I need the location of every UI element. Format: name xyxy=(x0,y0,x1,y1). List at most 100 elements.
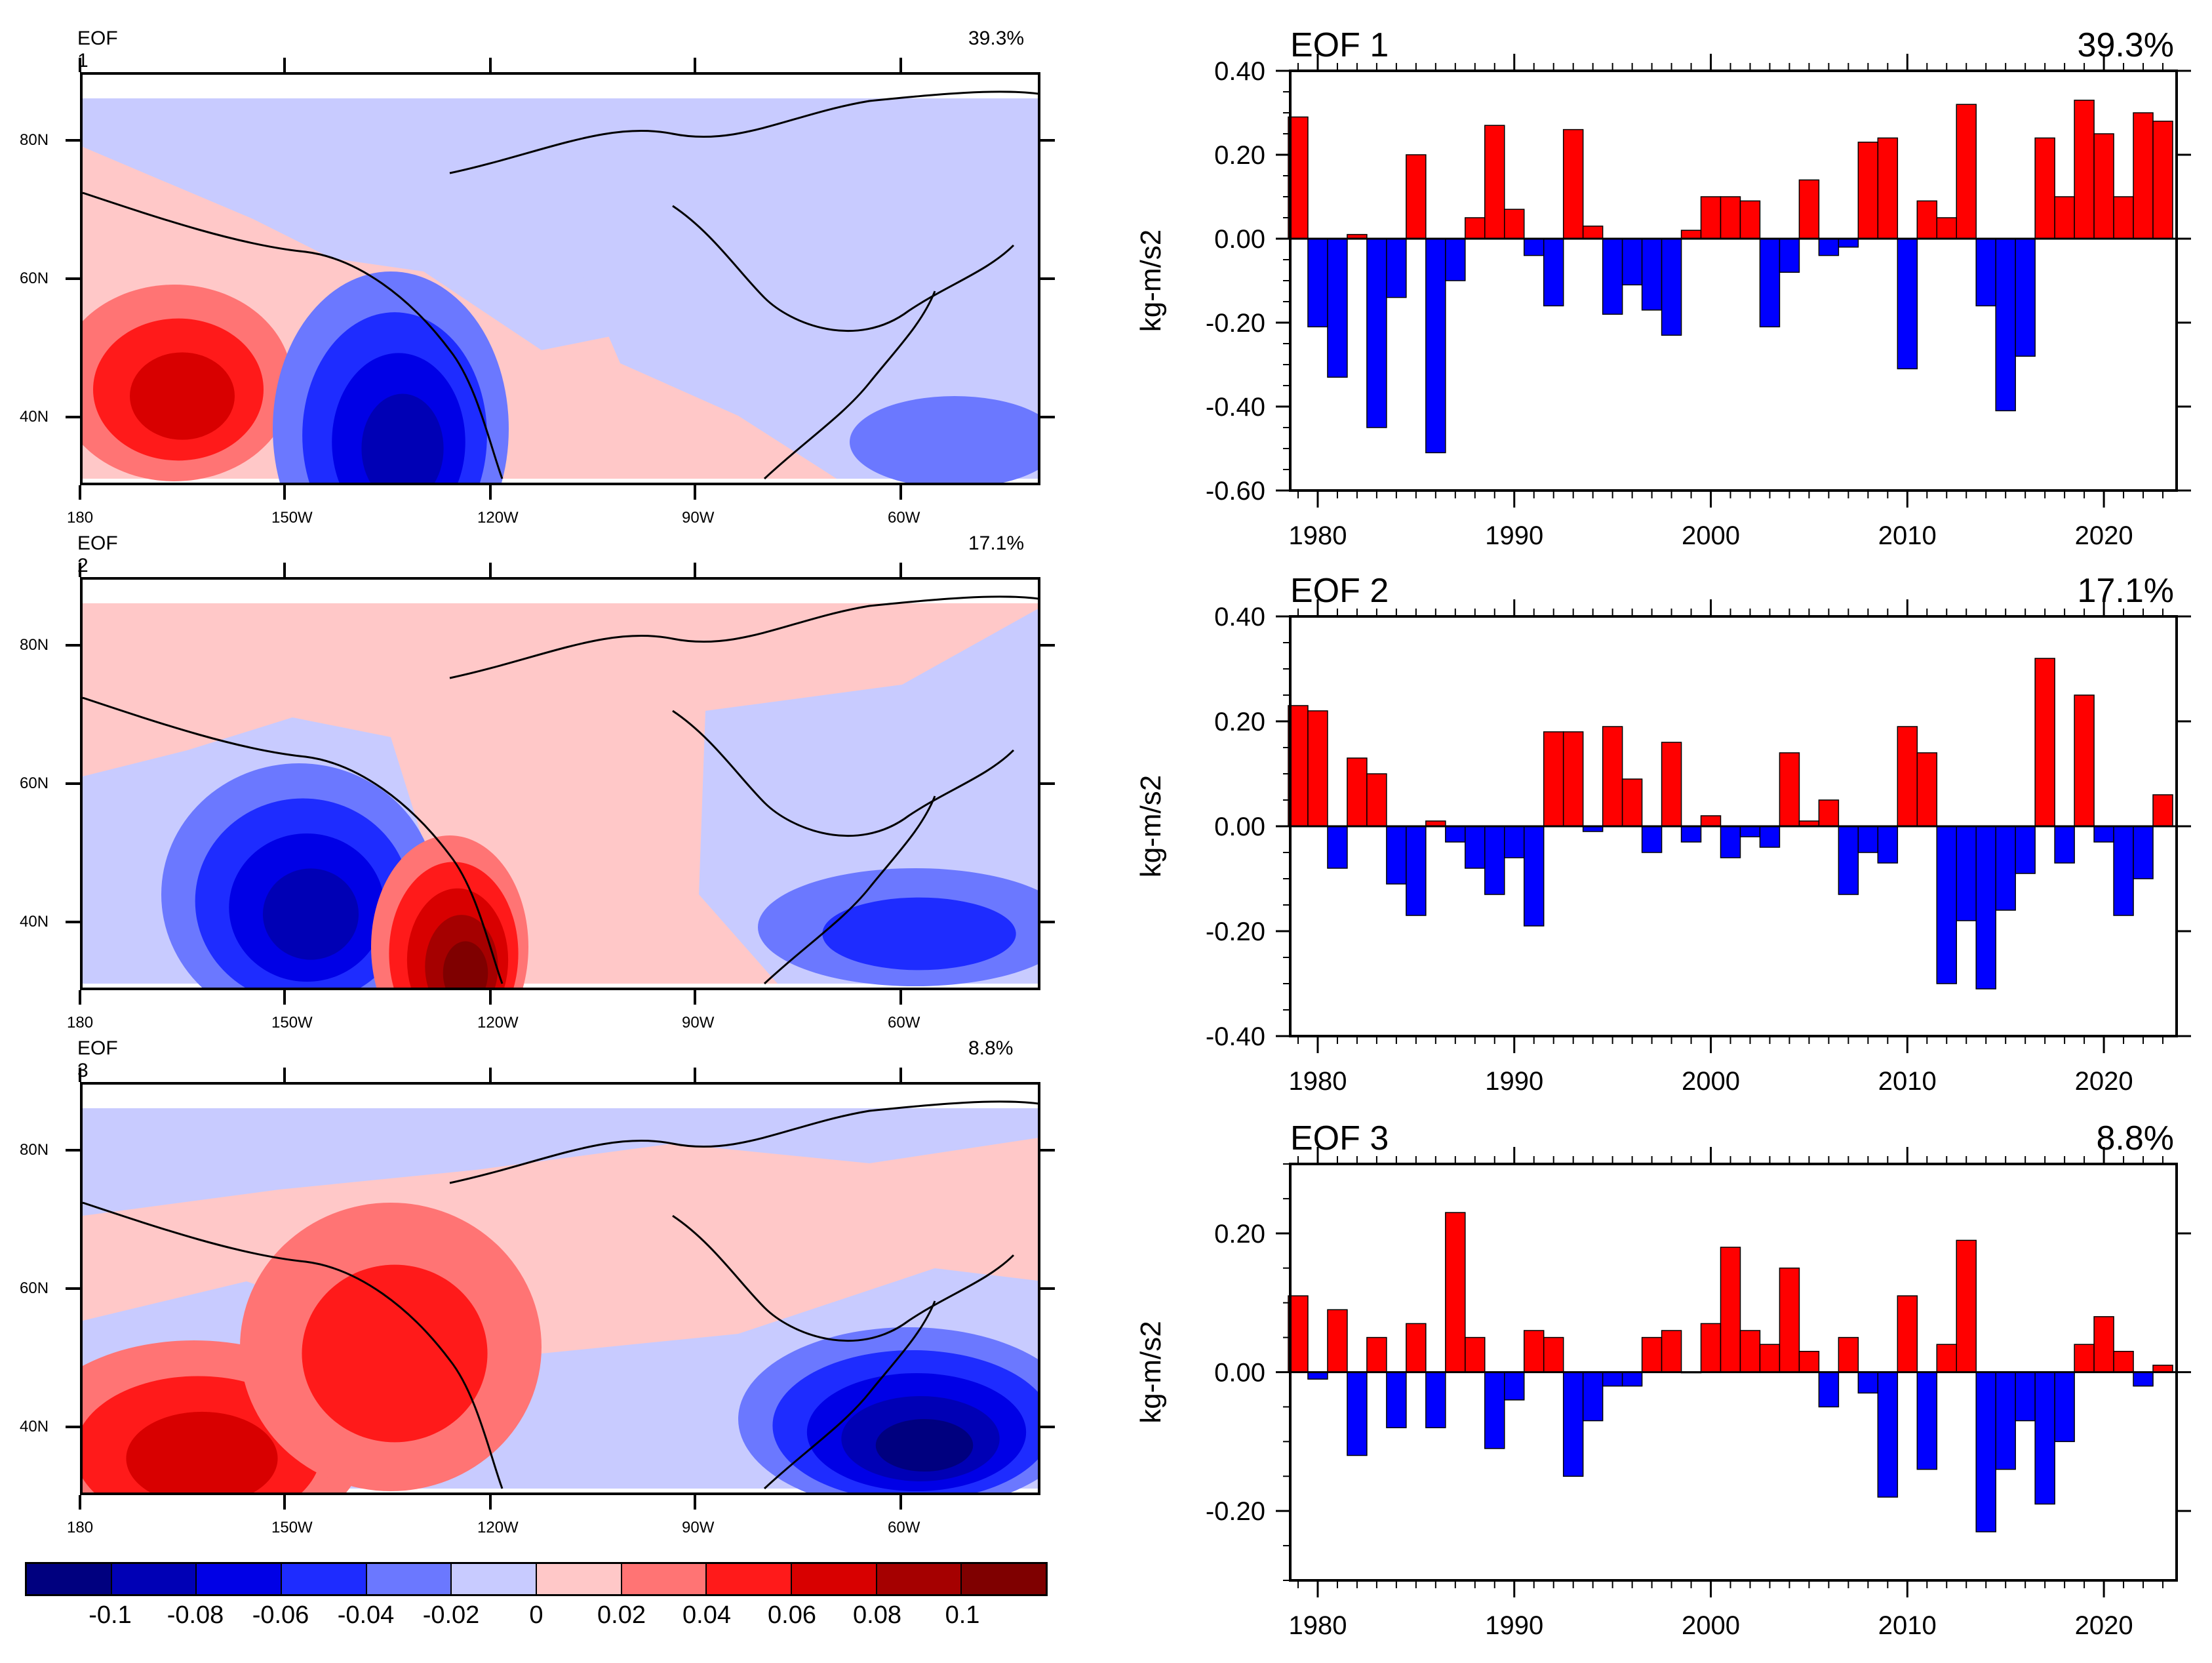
lon-tick-bottom xyxy=(79,485,81,500)
lon-tick-bottom xyxy=(899,485,902,500)
field-negative-region xyxy=(542,114,1038,479)
bar-1990 xyxy=(1504,1371,1525,1401)
lon-tick xyxy=(283,1068,286,1082)
coastline xyxy=(83,1201,504,1489)
ytick-label: 0.40 xyxy=(1214,57,1265,86)
bar-1980 xyxy=(1307,710,1328,827)
lat-label: 80N xyxy=(20,636,49,654)
bar-1997 xyxy=(1641,1336,1663,1373)
lon-tick xyxy=(694,563,696,577)
coastline xyxy=(83,696,504,984)
bar-2004 xyxy=(1779,238,1800,273)
lon-tick-bottom xyxy=(694,485,696,500)
lat-tick-right xyxy=(1040,416,1055,418)
colorbar-box xyxy=(366,1564,452,1594)
bar-1985 xyxy=(1406,154,1427,239)
bar-2014 xyxy=(1975,1371,1996,1533)
colorbar-box xyxy=(197,1564,283,1594)
field-negative-region xyxy=(83,1108,1038,1216)
lat-tick xyxy=(66,1426,80,1428)
colorbar-label: -0.08 xyxy=(167,1601,224,1629)
lat-label: 80N xyxy=(20,1141,49,1159)
lon-tick-bottom xyxy=(283,990,286,1005)
bar-1994 xyxy=(1582,1371,1604,1422)
bar-2002 xyxy=(1739,200,1761,239)
chart-title: EOF 2 xyxy=(1290,572,1389,610)
bar-1998 xyxy=(1661,1330,1682,1373)
ytick-label: -0.40 xyxy=(1206,1022,1265,1051)
coastline xyxy=(763,291,936,480)
bar-2011 xyxy=(1916,752,1938,827)
bar-1989 xyxy=(1484,1371,1505,1449)
bar-1980 xyxy=(1307,1371,1328,1380)
ytick-label: 0.40 xyxy=(1214,603,1265,631)
xtick-label: 2010 xyxy=(1878,1611,1937,1640)
field-contour-level xyxy=(262,868,359,960)
lon-label: 60W xyxy=(888,1014,920,1032)
bar-1984 xyxy=(1386,826,1407,885)
bar-1992 xyxy=(1543,238,1564,307)
lat-tick xyxy=(66,644,80,647)
xtick-label: 1980 xyxy=(1288,1611,1347,1640)
lon-label: 60W xyxy=(888,1519,920,1536)
lat-label: 40N xyxy=(20,913,49,931)
xtick-label: 2020 xyxy=(2075,1611,2133,1640)
y-axis-label: kg-m/s2 xyxy=(1135,230,1167,332)
lon-tick-bottom xyxy=(283,1495,286,1510)
bar-2015 xyxy=(1995,1371,2016,1470)
bar-1989 xyxy=(1484,125,1505,239)
field-contour-level xyxy=(302,1264,488,1443)
colorbar-box xyxy=(537,1564,622,1594)
lon-tick-bottom xyxy=(899,990,902,1005)
lon-tick xyxy=(899,563,902,577)
xtick-label: 1980 xyxy=(1288,521,1347,550)
bar-1991 xyxy=(1523,826,1545,927)
bar-1988 xyxy=(1465,217,1486,239)
bar-1987 xyxy=(1445,1212,1466,1373)
lat-tick-right xyxy=(1040,1149,1055,1152)
lon-label: 90W xyxy=(682,509,715,527)
bar-1990 xyxy=(1504,826,1525,858)
bar-1985 xyxy=(1406,1323,1427,1373)
colorbar-box xyxy=(282,1564,367,1594)
bar-2000 xyxy=(1700,1323,1722,1373)
bar-1984 xyxy=(1386,1371,1407,1428)
lon-tick xyxy=(283,563,286,577)
map-percent: 8.8% xyxy=(968,1037,1014,1059)
ytick-label: -0.20 xyxy=(1206,917,1265,946)
coastline xyxy=(672,205,1015,332)
lon-tick xyxy=(489,563,492,577)
lat-tick xyxy=(66,277,80,280)
colorbar-box xyxy=(792,1564,877,1594)
bar-1988 xyxy=(1465,1336,1486,1373)
lon-label: 180 xyxy=(67,1014,94,1032)
lon-label: 150W xyxy=(271,1519,313,1536)
coastline xyxy=(672,1214,1015,1342)
colorbar-label: 0.06 xyxy=(768,1601,816,1629)
coastline xyxy=(449,90,1038,174)
ytick-label: -0.60 xyxy=(1206,477,1265,506)
bar-2003 xyxy=(1759,826,1781,848)
lon-tick-bottom xyxy=(899,1495,902,1510)
bar-2011 xyxy=(1916,200,1938,239)
chart-percent: 8.8% xyxy=(2096,1119,2174,1157)
lon-label: 150W xyxy=(271,1014,313,1032)
bar-1993 xyxy=(1562,129,1584,239)
colorbar-label: -0.1 xyxy=(89,1601,132,1629)
lat-tick-right xyxy=(1040,277,1055,280)
colorbar-label: 0 xyxy=(529,1601,543,1629)
field-contour-level xyxy=(822,897,1016,971)
map-field xyxy=(83,580,1038,988)
bar-2022 xyxy=(2133,112,2154,239)
bar-1996 xyxy=(1621,238,1643,286)
ytick-label: 0.20 xyxy=(1214,141,1265,170)
lat-tick-right xyxy=(1040,1287,1055,1290)
field-contour-level xyxy=(126,1411,278,1493)
map-percent: 39.3% xyxy=(968,28,1025,49)
colorbar xyxy=(25,1562,1048,1596)
bar-2023 xyxy=(2152,1365,2173,1373)
bar-2021 xyxy=(2113,196,2134,239)
bar-2007 xyxy=(1838,1336,1859,1373)
bar-2022 xyxy=(2133,826,2154,879)
